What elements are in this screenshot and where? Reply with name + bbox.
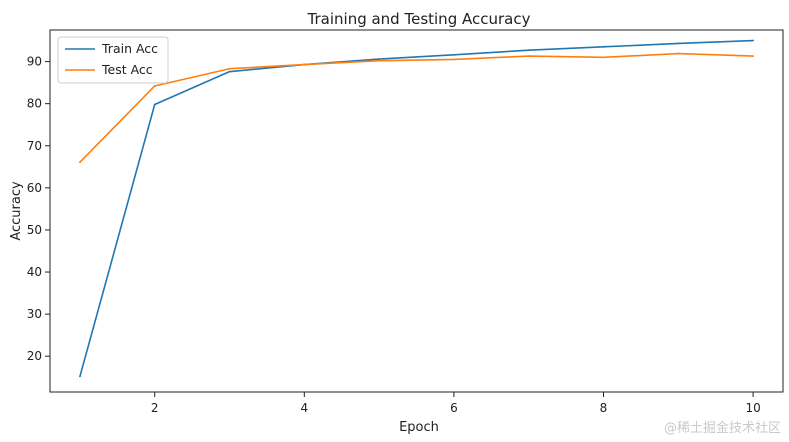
y-tick-label: 30 bbox=[27, 307, 42, 321]
data-point-train-acc bbox=[752, 39, 754, 42]
data-point-test-acc bbox=[602, 56, 605, 59]
x-tick-label: 8 bbox=[600, 401, 608, 415]
legend: Train Acc Test Acc bbox=[57, 36, 169, 84]
data-point-test-acc bbox=[153, 85, 156, 87]
series-line-train-acc bbox=[79, 39, 754, 377]
y-tick-label: 50 bbox=[27, 223, 42, 237]
chart-title: Training and Testing Accuracy bbox=[307, 10, 531, 28]
data-point-train-acc bbox=[527, 49, 530, 52]
y-tick-label: 90 bbox=[27, 55, 42, 69]
data-point-test-acc bbox=[527, 55, 530, 57]
y-axis: 20 30 40 50 60 70 80 90 bbox=[27, 55, 50, 363]
data-point-test-acc bbox=[79, 161, 81, 164]
y-tick-label: 70 bbox=[27, 139, 42, 153]
x-tick-label: 4 bbox=[300, 401, 308, 415]
data-point-train-acc bbox=[602, 45, 605, 48]
x-axis-label: Epoch bbox=[399, 420, 439, 435]
data-point-train-acc bbox=[378, 58, 381, 60]
data-point-test-acc bbox=[228, 67, 231, 70]
y-tick-label: 40 bbox=[27, 265, 42, 279]
data-point-train-acc bbox=[79, 375, 81, 378]
data-point-test-acc bbox=[677, 52, 680, 55]
series-line-test-acc bbox=[79, 52, 754, 163]
plot-frame bbox=[49, 29, 784, 393]
data-point-test-acc bbox=[752, 55, 754, 57]
data-point-train-acc bbox=[452, 53, 455, 56]
data-point-train-acc bbox=[228, 70, 231, 73]
data-point-test-acc bbox=[452, 58, 455, 61]
data-point-train-acc bbox=[677, 42, 680, 45]
x-tick-label: 10 bbox=[745, 401, 760, 415]
legend-label-train-acc: Train Acc bbox=[101, 41, 158, 56]
watermark: @稀土掘金技术社区 bbox=[664, 420, 781, 436]
y-tick-label: 60 bbox=[27, 181, 42, 195]
y-tick-label: 20 bbox=[27, 349, 42, 363]
x-tick-label: 6 bbox=[450, 401, 458, 415]
x-tick-label: 2 bbox=[151, 401, 159, 415]
data-point-test-acc bbox=[378, 59, 381, 62]
legend-label-test-acc: Test Acc bbox=[101, 62, 153, 77]
data-point-train-acc bbox=[153, 103, 156, 106]
y-axis-label: Accuracy bbox=[9, 181, 24, 241]
x-axis: 2 4 6 8 10 bbox=[151, 392, 761, 415]
series-layer bbox=[79, 39, 754, 378]
y-tick-label: 80 bbox=[27, 97, 42, 111]
data-point-test-acc bbox=[303, 63, 306, 66]
